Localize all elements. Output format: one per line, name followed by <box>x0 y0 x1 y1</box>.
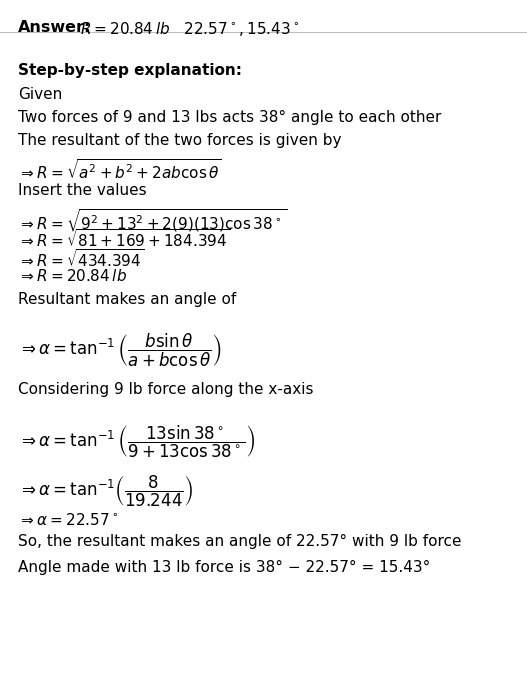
Text: $\Rightarrow R = \sqrt{9^2 + 13^2 + 2(9)(13)\cos 38^\circ}$: $\Rightarrow R = \sqrt{9^2 + 13^2 + 2(9)… <box>18 208 287 235</box>
Text: $\Rightarrow R = \sqrt{a^2 + b^2 + 2ab\cos\theta}$: $\Rightarrow R = \sqrt{a^2 + b^2 + 2ab\c… <box>18 158 222 182</box>
Text: $R = 20.84\,lb$   $22.57^\circ, 15.43^\circ$: $R = 20.84\,lb$ $22.57^\circ, 15.43^\cir… <box>80 20 299 38</box>
Text: So, the resultant makes an angle of 22.57° with 9 lb force: So, the resultant makes an angle of 22.5… <box>18 534 462 549</box>
Text: $\Rightarrow R = \sqrt{434.394}$: $\Rightarrow R = \sqrt{434.394}$ <box>18 248 144 270</box>
Text: Resultant makes an angle of: Resultant makes an angle of <box>18 292 236 307</box>
Text: Step-by-step explanation:: Step-by-step explanation: <box>18 63 242 78</box>
Text: Insert the values: Insert the values <box>18 183 147 198</box>
Text: $\Rightarrow \alpha = \tan^{-1}\!\left(\dfrac{8}{19.244}\right)$: $\Rightarrow \alpha = \tan^{-1}\!\left(\… <box>18 474 193 509</box>
Text: $\Rightarrow R = 20.84\,lb$: $\Rightarrow R = 20.84\,lb$ <box>18 268 127 284</box>
Text: Angle made with 13 lb force is 38° − 22.57° = 15.43°: Angle made with 13 lb force is 38° − 22.… <box>18 560 431 575</box>
Text: $\Rightarrow \alpha = \tan^{-1}\left(\dfrac{b\sin\theta}{a + b\cos\theta}\right): $\Rightarrow \alpha = \tan^{-1}\left(\df… <box>18 332 222 369</box>
Text: Considering 9 lb force along the x-axis: Considering 9 lb force along the x-axis <box>18 382 314 397</box>
Text: Two forces of 9 and 13 lbs acts 38° angle to each other: Two forces of 9 and 13 lbs acts 38° angl… <box>18 110 442 125</box>
Text: $\Rightarrow \alpha = 22.57^\circ$: $\Rightarrow \alpha = 22.57^\circ$ <box>18 512 119 528</box>
Text: The resultant of the two forces is given by: The resultant of the two forces is given… <box>18 133 341 148</box>
Text: Given: Given <box>18 87 62 102</box>
Text: Answer:: Answer: <box>18 20 91 35</box>
Text: $\Rightarrow R = \sqrt{81 + 169 + 184.394}$: $\Rightarrow R = \sqrt{81 + 169 + 184.39… <box>18 228 230 250</box>
Text: $\Rightarrow \alpha = \tan^{-1}\left(\dfrac{13\sin 38^\circ}{9 + 13\cos 38^\circ: $\Rightarrow \alpha = \tan^{-1}\left(\df… <box>18 424 256 460</box>
